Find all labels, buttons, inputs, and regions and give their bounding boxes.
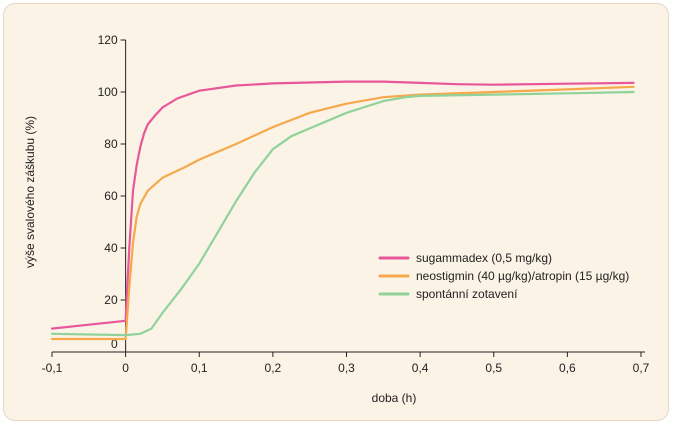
series-line-1 (50, 80, 635, 330)
x-tick-label: 0,1 (191, 361, 208, 375)
chart-ticks: -0,1 0 0,1 0,2 0,3 0,4 0,5 0,6 0,7 0 20 40 60 80 100 12… (42, 33, 650, 375)
x-tick-label: 0,3 (338, 361, 355, 375)
y-tick-label: 120 (98, 33, 118, 47)
y-tick-label: 0 (111, 337, 118, 351)
series-line-2 (50, 85, 635, 341)
y-tick-label: 80 (104, 137, 118, 151)
x-tick-label: 0,6 (559, 361, 576, 375)
y-axis-label: výše svalového záškubu (%) (23, 116, 37, 268)
x-tick-label: 0,2 (265, 361, 282, 375)
y-tick-label: 20 (104, 293, 118, 307)
x-tick-label: -0,1 (42, 361, 63, 375)
chart-lines (50, 80, 635, 341)
y-tick-label: 40 (104, 241, 118, 255)
chart-legend: sugammadex (0,5 mg/kg) neostigmin (40 µg/… (378, 251, 629, 301)
legend-label-3: spontánní zotavení (416, 287, 518, 301)
x-tick-label: 0,5 (485, 361, 502, 375)
x-tick-label: 0,4 (412, 361, 429, 375)
y-tick-label: 100 (98, 85, 118, 99)
chart-frame: -0,1 0 0,1 0,2 0,3 0,4 0,5 0,6 0,7 0 20 40 60 80 100 12… (3, 3, 669, 421)
chart-axes (52, 40, 645, 353)
legend-label-1: sugammadex (0,5 mg/kg) (416, 251, 552, 265)
y-tick-label: 60 (104, 189, 118, 203)
series-line-3 (50, 90, 635, 337)
x-axis-label: doba (h) (372, 391, 417, 405)
line-chart: -0,1 0 0,1 0,2 0,3 0,4 0,5 0,6 0,7 0 20 40 60 80 100 12… (23, 33, 650, 405)
x-tick-label: 0 (122, 361, 129, 375)
x-tick-label: 0,7 (633, 361, 650, 375)
legend-label-2: neostigmin (40 µg/kg)/atropin (15 µg/kg) (416, 269, 629, 283)
